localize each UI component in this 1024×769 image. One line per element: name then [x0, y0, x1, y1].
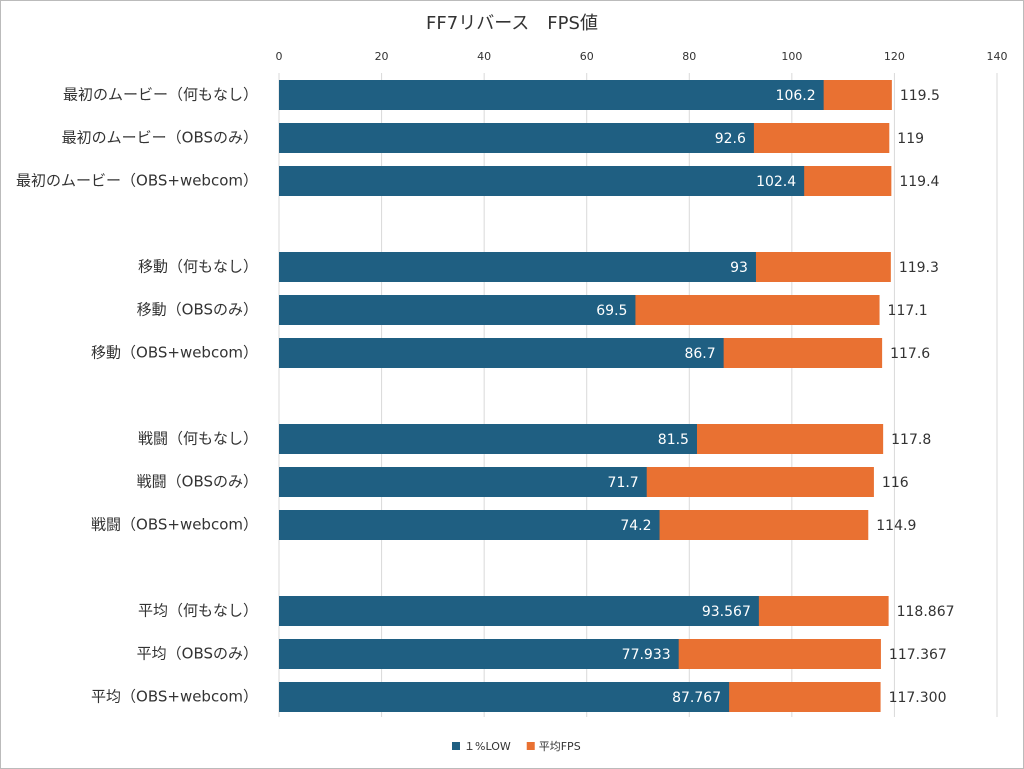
data-label: 119.4	[899, 174, 939, 190]
data-label: 117.8	[891, 432, 931, 448]
data-label: 119	[897, 131, 924, 147]
bar	[279, 295, 636, 325]
data-label: 117.367	[889, 647, 947, 663]
data-label: 106.2	[776, 88, 816, 104]
bar	[279, 252, 756, 282]
data-label: 93	[730, 260, 748, 276]
y-tick-label: 最初のムービー（何もなし）	[63, 86, 258, 104]
data-label: 119.3	[899, 260, 939, 276]
y-tick-label: 最初のムービー（OBSのみ）	[62, 129, 258, 147]
data-label: 92.6	[715, 131, 746, 147]
data-label: 86.7	[684, 346, 715, 362]
y-tick-label: 平均（何もなし）	[138, 602, 258, 620]
y-tick-label: 移動（何もなし）	[138, 258, 258, 276]
data-label: 114.9	[876, 518, 916, 534]
data-label: 93.567	[702, 604, 751, 620]
x-tick-label: 40	[477, 50, 491, 63]
data-label: 116	[882, 475, 909, 491]
bar	[279, 166, 805, 196]
x-tick-label: 20	[375, 50, 389, 63]
chart-title: FF7リバース FPS値	[426, 13, 598, 34]
legend-swatch	[452, 742, 460, 750]
bar	[279, 338, 724, 368]
x-tick-label: 120	[884, 50, 905, 63]
y-tick-label: 戦闘（何もなし）	[138, 430, 258, 448]
data-label: 87.767	[672, 690, 721, 706]
data-label: 102.4	[756, 174, 796, 190]
y-tick-label: 移動（OBS+webcom）	[91, 344, 258, 362]
data-label: 74.2	[620, 518, 651, 534]
data-label: 117.1	[888, 303, 928, 319]
data-label: 118.867	[897, 604, 955, 620]
y-tick-label: 最初のムービー（OBS+webcom）	[16, 172, 258, 190]
x-tick-label: 60	[580, 50, 594, 63]
y-tick-label: 移動（OBSのみ）	[137, 301, 258, 319]
legend-label: １%LOW	[464, 740, 511, 753]
y-tick-label: 平均（OBSのみ）	[137, 645, 258, 663]
legend-label: 平均FPS	[539, 740, 581, 753]
data-label: 77.933	[622, 647, 671, 663]
x-tick-label: 100	[781, 50, 802, 63]
y-tick-label: 戦闘（OBSのみ）	[137, 473, 258, 491]
data-label: 81.5	[658, 432, 689, 448]
data-label: 117.6	[890, 346, 930, 362]
bar	[279, 510, 660, 540]
bar	[279, 424, 697, 454]
bar	[279, 682, 730, 712]
bar	[279, 467, 647, 497]
bar	[279, 123, 754, 153]
x-tick-label: 0	[276, 50, 283, 63]
x-tick-label: 140	[987, 50, 1008, 63]
data-label: 117.300	[889, 690, 947, 706]
x-tick-label: 80	[682, 50, 696, 63]
bar	[279, 639, 679, 669]
data-label: 119.5	[900, 88, 940, 104]
bar	[279, 80, 824, 110]
data-label: 69.5	[596, 303, 627, 319]
bar	[279, 596, 759, 626]
y-tick-label: 戦闘（OBS+webcom）	[91, 516, 258, 534]
data-label: 71.7	[608, 475, 639, 491]
y-tick-label: 平均（OBS+webcom）	[91, 688, 258, 706]
legend-swatch	[526, 742, 535, 750]
